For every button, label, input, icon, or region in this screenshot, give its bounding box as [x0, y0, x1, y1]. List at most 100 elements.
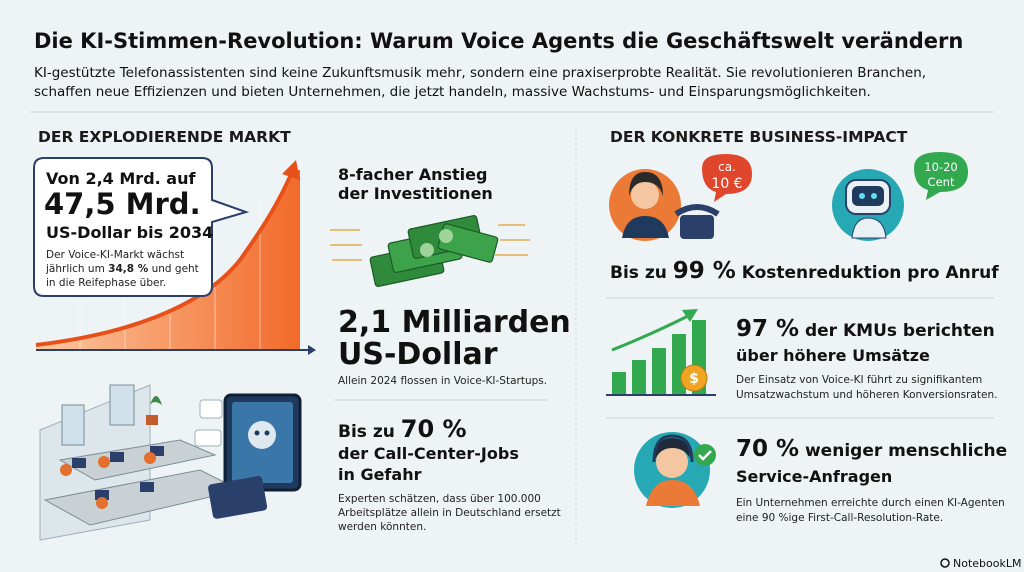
office-illustration	[110, 452, 124, 462]
revenue-title: 97 % der KMUs berichten	[736, 316, 995, 342]
callout-note: jährlich um	[45, 263, 108, 275]
jobs-title: Bis zu	[338, 422, 401, 442]
cost-title: Bis zu	[610, 263, 673, 283]
service-title: 70 % weniger menschliche	[736, 436, 1007, 462]
investment-title: der Investitionen	[338, 184, 493, 203]
service-title: Service-Anfragen	[736, 467, 892, 486]
service-icon	[698, 450, 712, 461]
office-illustration	[199, 399, 223, 419]
revenue-icon	[652, 348, 666, 394]
callout-note: jährlich um 34,8 % und geht	[45, 263, 199, 275]
title: Die KI-Stimmen-Revolution: Warum Voice A…	[34, 29, 963, 53]
service-icon	[694, 444, 716, 466]
revenue-icon	[612, 372, 626, 394]
jobs-note: Arbeitsplätze allein in Deutschland erse…	[338, 507, 561, 519]
callout-text: US-Dollar bis 2034	[46, 223, 213, 242]
service-icon	[646, 480, 700, 506]
callout-big: 47,5 Mrd.	[44, 187, 201, 221]
callout-note: in die Reifephase über.	[46, 277, 166, 289]
revenue-icon	[611, 313, 691, 352]
money-icon	[420, 243, 434, 257]
callout-note: Der Voice-KI-Markt wächst	[46, 249, 184, 261]
jobs-note: Experten schätzen, dass über 100.000	[338, 493, 541, 505]
jobs-note: werden könnten.	[338, 521, 426, 533]
revenue-icon	[632, 360, 646, 394]
footer-brand: NotebookLM	[940, 557, 1021, 570]
office-illustration	[150, 396, 162, 405]
investment-note: Allein 2024 flossen in Voice-KI-Startups…	[338, 375, 547, 387]
bubble-text: ca.	[718, 160, 736, 174]
office-illustration	[248, 421, 276, 449]
robot-agent-icon	[914, 152, 968, 200]
office-illustration	[208, 476, 268, 519]
revenue-icon: $	[606, 309, 716, 396]
jobs-title: 70 %	[401, 415, 467, 443]
revenue-note: Der Einsatz von Voice-KI führt zu signif…	[736, 374, 982, 386]
human-agent-icon	[631, 181, 659, 209]
callout-text: Von 2,4 Mrd. auf	[46, 169, 196, 188]
cost-title: Bis zu 99 % Kostenreduktion pro Anruf	[610, 258, 999, 284]
office-illustration	[72, 446, 164, 500]
human-agent-icon: ca. 10 €	[609, 154, 752, 241]
service-icon	[656, 446, 688, 478]
human-agent-icon	[680, 215, 714, 239]
robot-agent-icon	[859, 193, 865, 199]
cost-title: 99 %	[673, 258, 736, 284]
office-illustration	[72, 458, 86, 468]
section-heading: DER KONKRETE BUSINESS-IMPACT	[610, 128, 908, 146]
callout-note: 34,8 %	[108, 263, 149, 275]
callout-note: und geht	[148, 263, 199, 275]
office-illustration	[60, 452, 156, 509]
investment-big: 2,1 Milliarden	[338, 305, 571, 340]
revenue-icon	[680, 364, 708, 392]
robot-agent-icon: 10-20 Cent	[832, 152, 968, 241]
office-illustration	[254, 430, 260, 436]
growth-chart	[36, 170, 300, 350]
service-icon	[652, 434, 694, 463]
office-illustration	[95, 490, 109, 500]
revenue-title: der KMUs berichten	[799, 321, 995, 341]
office-illustration	[140, 482, 154, 492]
bubble-text: 10-20	[924, 160, 957, 174]
growth-chart	[282, 160, 300, 180]
office-illustration	[144, 452, 156, 464]
robot-agent-icon	[851, 217, 887, 239]
money-icon	[439, 229, 453, 243]
brand: NotebookLM	[953, 557, 1021, 570]
investment-title: 8-facher Anstieg	[338, 165, 487, 184]
human-agent-icon	[622, 216, 669, 238]
human-agent-icon	[629, 172, 663, 196]
callout	[33, 157, 250, 297]
revenue-icon	[682, 309, 698, 322]
jobs-title: der Call-Center-Jobs	[338, 444, 519, 463]
revenue-title: 97 %	[736, 316, 799, 342]
service-icon	[655, 438, 690, 460]
revenue-title: über höhere Umsätze	[736, 346, 930, 365]
money-icon	[330, 215, 530, 287]
subtitle: KI-gestützte Telefonassistenten sind kei…	[34, 65, 926, 81]
investment-big: US-Dollar	[338, 337, 498, 372]
service-note: Ein Unternehmen erreichte durch einen KI…	[736, 497, 1005, 509]
human-agent-icon	[702, 154, 752, 202]
callout: Von 2,4 Mrd. auf 47,5 Mrd. US-Dollar bis…	[33, 157, 250, 297]
growth-chart	[308, 345, 316, 355]
office-illustration	[194, 429, 222, 447]
robot-agent-icon	[871, 193, 877, 199]
service-icon	[634, 432, 716, 508]
bubble-text: Cent	[928, 175, 955, 189]
jobs-title: in Gefahr	[338, 465, 422, 484]
bubble-text: 10 €	[711, 176, 742, 192]
cost-title: Kostenreduktion pro Anruf	[736, 263, 999, 283]
human-agent-icon	[674, 204, 720, 217]
office-illustration	[61, 404, 85, 446]
office-illustration	[60, 464, 72, 476]
growth-chart	[35, 171, 294, 347]
robot-agent-icon	[852, 186, 884, 206]
money-icon	[330, 224, 530, 261]
office-illustration	[96, 497, 108, 509]
footer-brand	[940, 558, 950, 568]
jobs-title: Bis zu 70 %	[338, 415, 467, 443]
office-illustration	[150, 446, 164, 456]
